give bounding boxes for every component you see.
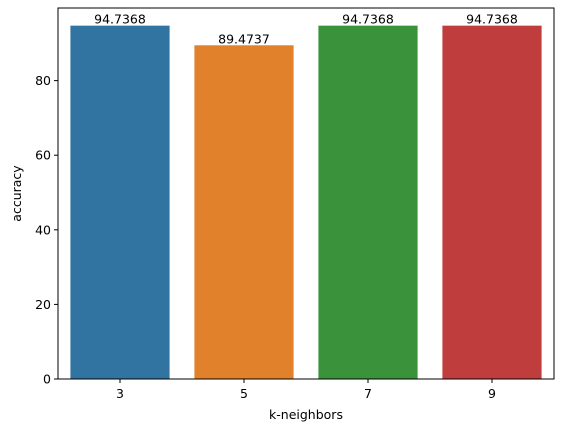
bar-k-5 (194, 45, 293, 379)
bar-k-9 (442, 26, 541, 379)
y-axis-ticks: 0 20 40 60 80 (35, 73, 58, 386)
x-tick-label: 7 (364, 386, 372, 401)
bar-k-7 (318, 26, 417, 379)
y-tick-label: 0 (43, 372, 51, 387)
data-label-k-7: 94.7368 (342, 12, 394, 27)
x-tick-label: 3 (116, 386, 124, 401)
data-label-k-5: 89.4737 (218, 31, 270, 46)
x-tick-label: 5 (240, 386, 248, 401)
x-axis-label: k-neighbors (269, 407, 343, 422)
y-tick-label: 80 (35, 73, 51, 88)
y-tick-label: 20 (35, 297, 51, 312)
data-label-k-9: 94.7368 (466, 12, 518, 27)
x-tick-label: 9 (488, 386, 496, 401)
x-axis-ticks: 3 5 7 9 (116, 379, 496, 401)
y-tick-label: 40 (35, 222, 51, 237)
y-tick-label: 60 (35, 148, 51, 163)
y-axis-label: accuracy (9, 165, 24, 222)
bar-k-3 (70, 26, 169, 379)
bars-layer (70, 26, 541, 379)
data-label-k-3: 94.7368 (94, 12, 146, 27)
